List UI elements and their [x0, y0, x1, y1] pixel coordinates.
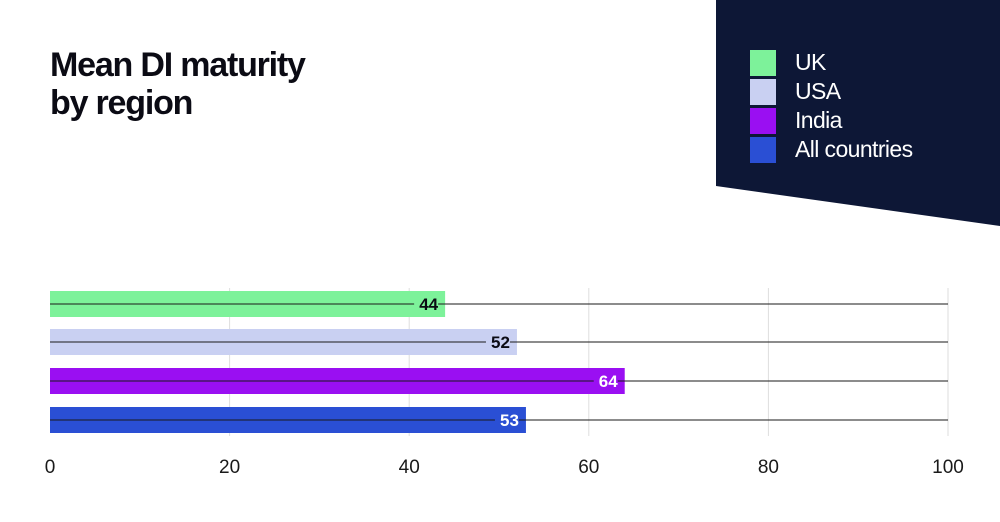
bar-value-usa: 52 — [491, 333, 510, 352]
legend-swatch-india — [750, 107, 776, 134]
legend: UK USA India All countries — [750, 48, 913, 164]
legend-item-india: India — [750, 106, 912, 135]
x-tick-label-60: 60 — [578, 457, 599, 478]
x-tick-label-20: 20 — [219, 457, 240, 478]
x-tick-label-40: 40 — [399, 457, 420, 478]
legend-swatch-all-countries — [750, 136, 776, 163]
legend-label-uk: UK — [795, 49, 826, 75]
x-tick-label-100: 100 — [932, 457, 964, 478]
legend-label-all-countries: All countries — [795, 136, 913, 162]
x-tick-label-80: 80 — [758, 457, 779, 478]
chart-title-line-1: Mean DI maturity — [50, 46, 306, 84]
bar-label-bg-usa — [485, 341, 510, 343]
bar-label-bg-uk — [414, 303, 439, 305]
legend-item-uk: UK — [750, 48, 912, 77]
chart-title-line-2: by region — [50, 84, 193, 122]
bar-value-all-countries: 53 — [500, 411, 519, 430]
legend-item-usa: USA — [750, 77, 912, 106]
legend-label-usa: USA — [795, 78, 841, 104]
bar-value-india: 64 — [599, 372, 618, 391]
bar-value-uk: 44 — [419, 295, 438, 314]
legend-swatch-usa — [750, 78, 776, 105]
legend-swatch-uk — [750, 49, 776, 76]
chart-title: Mean DI maturity by region — [50, 46, 390, 122]
legend-label-india: India — [795, 107, 842, 133]
bar-label-bg-all-countries — [494, 419, 519, 421]
x-tick-label-0: 0 — [45, 457, 56, 478]
bar-label-bg-india — [593, 380, 618, 382]
legend-item-all-countries: All countries — [750, 135, 913, 164]
